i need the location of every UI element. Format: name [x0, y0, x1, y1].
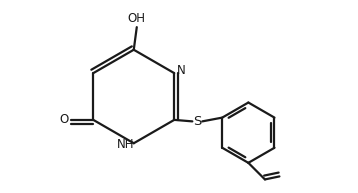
Text: O: O — [59, 113, 69, 126]
Text: S: S — [194, 115, 202, 128]
Text: NH: NH — [117, 138, 134, 151]
Text: N: N — [176, 64, 185, 77]
Text: OH: OH — [128, 12, 146, 25]
